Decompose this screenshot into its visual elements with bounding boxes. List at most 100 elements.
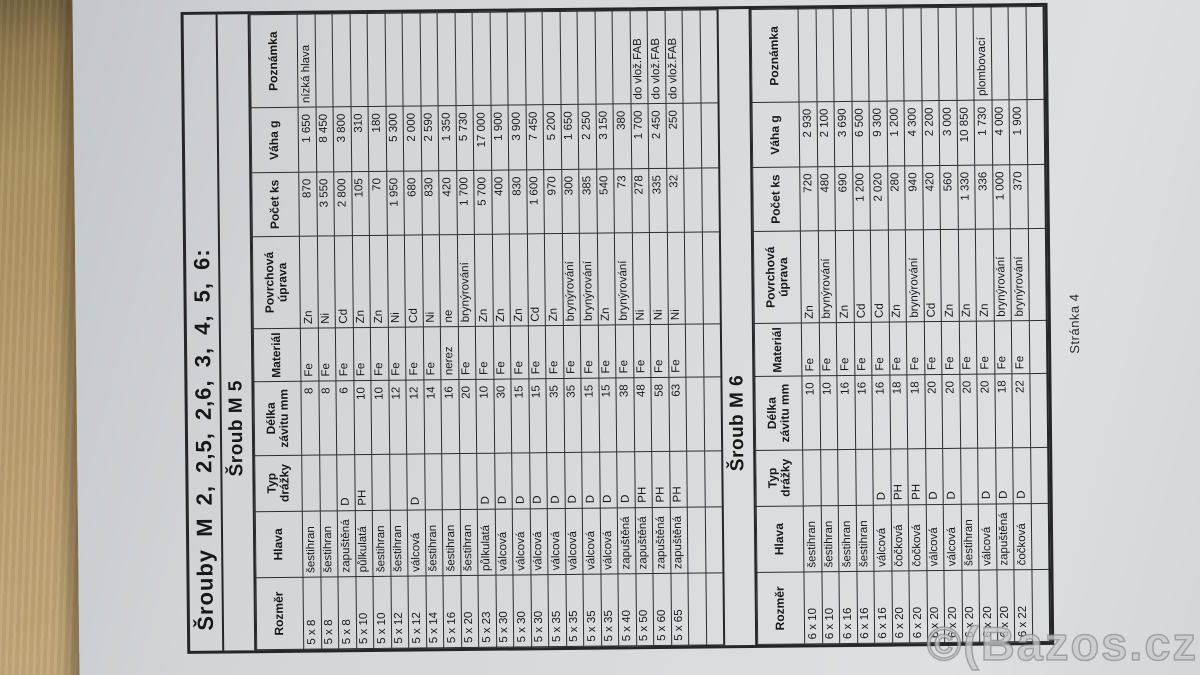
- cell: brynýrování: [992, 228, 1012, 322]
- cell: 1 000: [992, 164, 1011, 229]
- cell: [384, 13, 404, 107]
- cell: 3 000: [939, 100, 958, 166]
- cell: Fe: [492, 326, 511, 380]
- cell: [682, 10, 701, 104]
- cell: 3 690: [834, 101, 853, 167]
- cell: [332, 13, 351, 108]
- cell: 3 900: [508, 105, 527, 171]
- cell: [507, 11, 526, 106]
- cell: Zn: [299, 235, 318, 329]
- cell: [815, 8, 835, 103]
- cell: 73: [613, 168, 632, 233]
- cell: [833, 8, 852, 102]
- cell: 940: [904, 165, 923, 230]
- cell: 1 700: [456, 170, 475, 235]
- cell: 5 x 12: [390, 576, 409, 649]
- cell: 35: [545, 378, 565, 453]
- cell: šestihran: [960, 503, 979, 571]
- cell: [559, 11, 579, 105]
- cell: 4 000: [991, 100, 1010, 166]
- cell: [684, 231, 703, 325]
- cell: 280: [887, 166, 906, 230]
- cell: Fe: [405, 327, 424, 381]
- cell: Fe: [527, 326, 546, 379]
- cell: [683, 103, 702, 169]
- cell: [542, 11, 561, 106]
- cell: Fe: [1011, 320, 1030, 374]
- cell: 278: [631, 168, 650, 233]
- document-content: Šrouby M 2, 2,5, 2,6, 3, 4, 5, 6: Šroub …: [82, 0, 1085, 675]
- cell: [1026, 99, 1046, 165]
- cell: Zn: [835, 230, 854, 323]
- cell: brynýrování: [817, 230, 837, 324]
- cell: [700, 103, 720, 169]
- cell: [837, 449, 856, 506]
- header-row: Rozměr Hlava Typ drážky Délka závitu mm Mate…: [250, 14, 304, 650]
- cell: do vlož.FAB: [629, 10, 649, 105]
- cell: brynýrování: [561, 232, 581, 326]
- cell: D: [942, 448, 961, 505]
- table-sroub-m5: Rozměr Hlava Typ drážky Délka závitu mm Mate…: [249, 9, 726, 651]
- cell: 970: [543, 169, 562, 234]
- cell: 20: [959, 374, 978, 449]
- column-header: Délka závitu mm: [253, 381, 302, 456]
- column-header: Typ drážky: [755, 449, 804, 507]
- cell: D: [977, 447, 996, 504]
- page-number: Stránka 4: [1066, 293, 1083, 354]
- cell: Cd: [870, 229, 889, 323]
- cell: 5 300: [385, 106, 404, 172]
- cell: 2 930: [799, 102, 818, 168]
- cell: 6 x 10: [803, 572, 823, 644]
- cell: Fe: [615, 325, 634, 378]
- cell: Fe: [632, 324, 651, 378]
- cell: 5 x 50: [635, 573, 654, 646]
- cell: 3 550: [316, 172, 335, 236]
- cell: 1 700: [630, 103, 649, 169]
- cell: D: [529, 452, 548, 509]
- cell: [686, 450, 705, 507]
- cell: 1 330: [957, 165, 976, 229]
- cell: zapuštěná: [634, 507, 653, 574]
- cell: [920, 7, 940, 102]
- cell: [705, 573, 725, 645]
- cell: [301, 454, 320, 511]
- cell: 680: [403, 171, 422, 235]
- cell: nízká hlava: [297, 14, 316, 108]
- cell: 15: [598, 377, 617, 452]
- column-header: Délka závitu mm: [754, 376, 803, 451]
- cell: 18: [906, 374, 926, 449]
- cell: 2 590: [420, 106, 439, 172]
- cell: 400: [491, 170, 510, 234]
- cell: Fe: [422, 327, 441, 380]
- cell: 8: [318, 380, 337, 455]
- cell: 12: [405, 379, 425, 454]
- cell: Fe: [888, 322, 907, 376]
- cell: Fe: [352, 327, 371, 381]
- cell: válcová: [925, 504, 944, 571]
- cell: 8: [300, 381, 320, 455]
- cell: Fe: [836, 322, 855, 376]
- cell: [1028, 320, 1048, 374]
- cell: [489, 12, 509, 106]
- cell: 2 000: [403, 106, 422, 172]
- cell: Fe: [993, 321, 1012, 375]
- column-header: Počet ks: [752, 167, 801, 232]
- cell: Ni: [421, 234, 441, 328]
- cell: 2 200: [921, 100, 940, 166]
- cell: 105: [351, 171, 370, 236]
- cell: 5 x 30: [530, 574, 549, 647]
- cell: válcová: [512, 508, 531, 576]
- cell: D: [476, 452, 495, 509]
- cell: PH: [669, 450, 688, 507]
- cell: 5 x 35: [547, 574, 567, 647]
- cell: 6 x 16: [838, 571, 858, 644]
- table-sroub-m6: Rozměr Hlava Typ drážky Délka závitu mm Mate…: [750, 5, 1052, 645]
- cell: 2 800: [333, 171, 352, 236]
- cell: Zn: [975, 228, 994, 322]
- cell: válcová: [529, 508, 548, 576]
- cell: 16: [854, 375, 873, 450]
- cell: brynýrování: [1010, 228, 1029, 322]
- cell: šestihran: [803, 505, 822, 573]
- cell: 15: [510, 378, 530, 453]
- cell: 6: [335, 380, 355, 455]
